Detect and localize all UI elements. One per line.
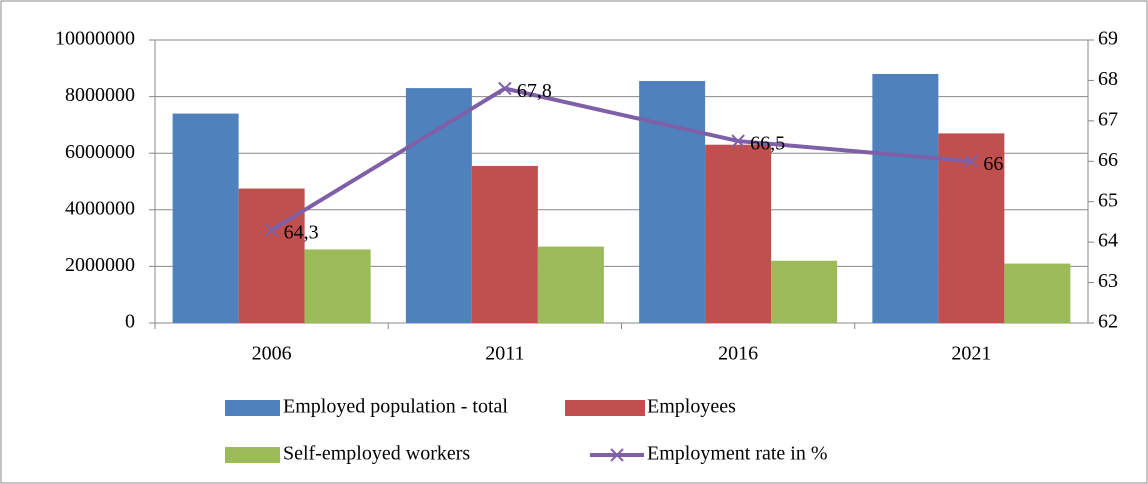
line — [270, 86, 972, 232]
y2-tick-label: 69 — [1098, 28, 1118, 50]
bar — [471, 165, 538, 323]
bar — [705, 144, 772, 323]
marker — [731, 134, 745, 148]
data-label: 66 — [983, 153, 1003, 175]
y-tick-label: 8000000 — [65, 84, 135, 106]
legend-label: Employees — [647, 396, 736, 418]
bar — [639, 81, 706, 323]
y2-tick-label: 67 — [1098, 108, 1118, 130]
y-tick-label: 6000000 — [65, 141, 135, 163]
legend-marker — [610, 448, 624, 462]
x-tick-label: 2021 — [951, 343, 991, 365]
y2-tick-label: 65 — [1098, 189, 1118, 211]
legend-swatch — [565, 400, 645, 416]
data-label: 67,8 — [517, 80, 552, 102]
bar — [872, 73, 939, 324]
bar — [537, 246, 604, 323]
bar — [405, 88, 472, 323]
legend-label: Employment rate in % — [647, 443, 828, 465]
marker — [498, 81, 512, 96]
y-tick-label: 0 — [125, 311, 135, 333]
marker — [964, 154, 979, 168]
y-tick-label: 4000000 — [65, 197, 135, 219]
y2-tick-label: 68 — [1098, 68, 1118, 90]
x-tick-label: 2011 — [485, 343, 524, 365]
bar — [238, 188, 305, 323]
y2-tick-label: 63 — [1098, 270, 1118, 292]
y-tick-label: 10000000 — [55, 28, 135, 50]
data-label: 64,3 — [284, 222, 319, 244]
y-tick-label: 2000000 — [65, 254, 135, 276]
legend-swatch — [225, 447, 280, 463]
legend-label: Self-employed workers — [283, 443, 470, 465]
legend-label: Employed population - total — [283, 396, 508, 418]
marker — [264, 223, 279, 237]
y2-tick-label: 64 — [1098, 230, 1118, 252]
y2-tick-label: 62 — [1098, 311, 1118, 333]
bar — [304, 249, 371, 323]
x-tick-label: 2016 — [718, 343, 758, 365]
bar — [938, 133, 1005, 323]
legend-swatch — [225, 400, 280, 416]
data-label: 66,5 — [750, 133, 785, 155]
bar — [1004, 263, 1071, 323]
bar — [771, 260, 838, 323]
y2-tick-label: 66 — [1098, 149, 1118, 171]
bar — [172, 113, 239, 323]
x-tick-label: 2006 — [252, 343, 292, 365]
